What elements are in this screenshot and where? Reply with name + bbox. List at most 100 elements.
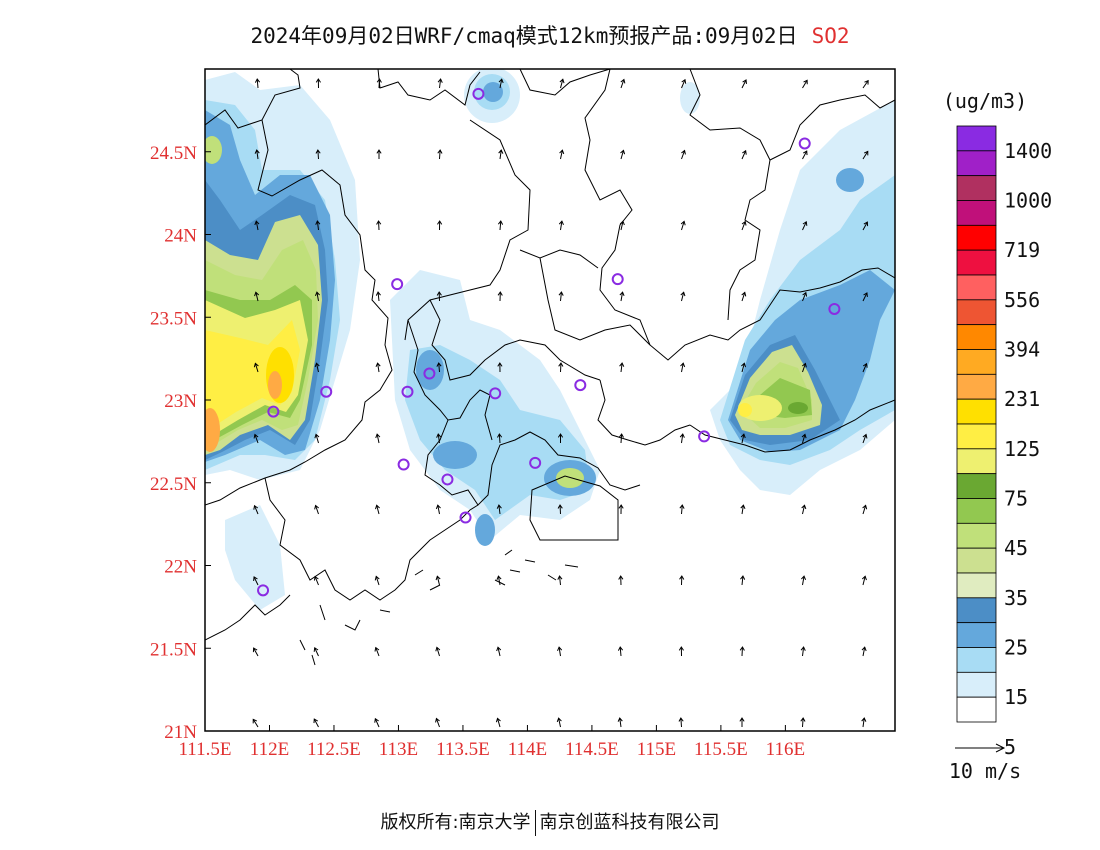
wind-arrow xyxy=(862,504,868,515)
station-marker xyxy=(489,387,502,400)
wind-arrow xyxy=(254,149,260,160)
boundary-line xyxy=(299,604,326,666)
wind-arrow xyxy=(861,717,867,728)
lat-tick-label: 23.5N xyxy=(150,308,197,329)
colorbar-swatch xyxy=(956,125,997,152)
boundary-line xyxy=(689,69,771,321)
lon-tick-label: 115.5E xyxy=(694,739,748,760)
boundary-line xyxy=(689,399,895,453)
longitude-axis: 111.5E 112E 112.5E 113E 113.5E 114E 114.5E 115E… xyxy=(179,725,805,760)
lon-tick-label: 112.5E xyxy=(307,739,361,760)
colorbar-swatch xyxy=(956,200,997,226)
wind-arrow xyxy=(436,433,442,444)
wind-arrow xyxy=(619,291,625,302)
boundary-line xyxy=(404,119,531,341)
wind-arrow xyxy=(559,78,565,89)
wind-arrow xyxy=(741,149,747,160)
wind-arrow xyxy=(741,362,747,373)
boundary-line xyxy=(407,319,493,441)
wind-arrow xyxy=(617,717,623,728)
wind-arrow xyxy=(740,504,746,515)
station-marker xyxy=(320,385,333,398)
wind-arrow xyxy=(862,221,869,231)
wind-arrow xyxy=(376,220,382,231)
station-marker xyxy=(798,137,811,150)
wind-arrow xyxy=(620,149,626,160)
wind-arrow xyxy=(253,433,259,444)
footer-owner: 版权所有:南京大学 xyxy=(380,812,531,833)
boundary-line xyxy=(529,475,619,541)
boundary-line xyxy=(344,609,391,631)
wind-arrow xyxy=(862,150,869,160)
colorbar-label: 25 xyxy=(1004,636,1028,660)
wind-arrow xyxy=(559,149,565,160)
colorbar-swatch xyxy=(956,175,997,201)
wind-arrow xyxy=(374,575,380,586)
wind-arrow xyxy=(800,717,806,728)
wind-arrow xyxy=(313,575,319,586)
colorbar-label: 556 xyxy=(1004,288,1040,312)
colorbar-swatch xyxy=(956,398,997,425)
wind-arrow xyxy=(314,362,320,373)
colorbar-swatch xyxy=(956,498,997,524)
wind-arrow xyxy=(558,291,564,302)
vector-scale-label: 10 m/s xyxy=(949,759,1021,783)
boundary-line xyxy=(424,419,641,506)
wind-arrow xyxy=(618,433,624,444)
wind-arrow xyxy=(253,576,259,586)
wind-arrow xyxy=(436,291,442,302)
boundary-line xyxy=(539,257,651,346)
wind-arrow xyxy=(801,362,807,373)
wind-arrow xyxy=(435,504,441,515)
wind-arrow xyxy=(374,646,380,657)
boundary-line xyxy=(377,69,481,106)
station-marker xyxy=(459,511,472,524)
wind-arrow xyxy=(313,718,319,728)
lon-tick-label: 115E xyxy=(637,739,676,760)
wind-arrow xyxy=(498,78,504,89)
latitude-axis: 24.5N 24N 23.5N 23N 22.5N 22N 21.5N 21N xyxy=(150,143,211,743)
lon-tick-label: 111.5E xyxy=(179,739,232,760)
wind-arrow xyxy=(375,433,381,444)
station-marker xyxy=(401,385,414,398)
wind-arrow xyxy=(376,149,382,159)
wind-arrow xyxy=(681,149,686,160)
lon-tick-label: 112E xyxy=(250,739,289,760)
wind-arrow xyxy=(435,646,441,657)
lon-tick-label: 113E xyxy=(379,739,418,760)
wind-arrow xyxy=(741,79,747,89)
colorbar-swatch xyxy=(956,448,997,475)
wind-arrow xyxy=(437,78,443,89)
colorbar-label: 125 xyxy=(1004,437,1040,461)
wind-arrow xyxy=(800,575,807,586)
colorbar-swatch xyxy=(956,349,997,375)
boundary-line xyxy=(414,569,441,591)
wind-arrow xyxy=(315,78,321,89)
wind-arrow xyxy=(802,220,808,231)
wind-arrow xyxy=(619,220,625,231)
colorbar-label: 394 xyxy=(1004,338,1040,362)
wind-arrow xyxy=(801,433,807,444)
colorbar-swatch xyxy=(956,150,997,177)
wind-arrow xyxy=(315,220,321,231)
wind-arrow xyxy=(253,362,259,373)
station-marker xyxy=(397,458,410,471)
wind-arrow xyxy=(862,433,868,444)
wind-arrow xyxy=(435,575,441,586)
colorbar-unit: (ug/m3) xyxy=(943,89,1027,113)
wind-arrow xyxy=(375,362,381,373)
lat-tick-label: 24.5N xyxy=(150,143,197,164)
wind-arrow xyxy=(619,362,625,373)
station-marker xyxy=(257,584,270,597)
wind-arrow xyxy=(254,78,261,89)
wind-arrow xyxy=(252,647,259,657)
colorbar-label: 719 xyxy=(1004,238,1040,262)
wind-arrow xyxy=(679,575,685,586)
wind-arrow xyxy=(496,575,502,586)
wind-vectors xyxy=(252,78,869,728)
wind-arrow xyxy=(496,646,502,657)
wind-arrow xyxy=(496,504,502,515)
wind-arrow xyxy=(314,504,320,515)
boundary-line xyxy=(519,249,599,269)
